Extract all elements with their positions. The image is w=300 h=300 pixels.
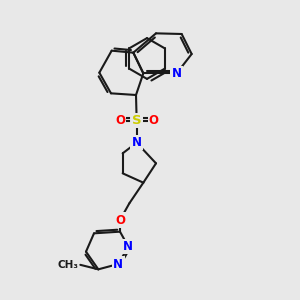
Text: N: N [113,257,123,271]
Text: N: N [172,67,182,80]
Text: O: O [148,114,158,127]
Text: O: O [115,114,125,127]
Text: N: N [123,240,133,253]
Text: CH₃: CH₃ [58,260,79,270]
Text: S: S [132,114,142,127]
Text: O: O [115,214,125,226]
Text: N: N [132,136,142,149]
